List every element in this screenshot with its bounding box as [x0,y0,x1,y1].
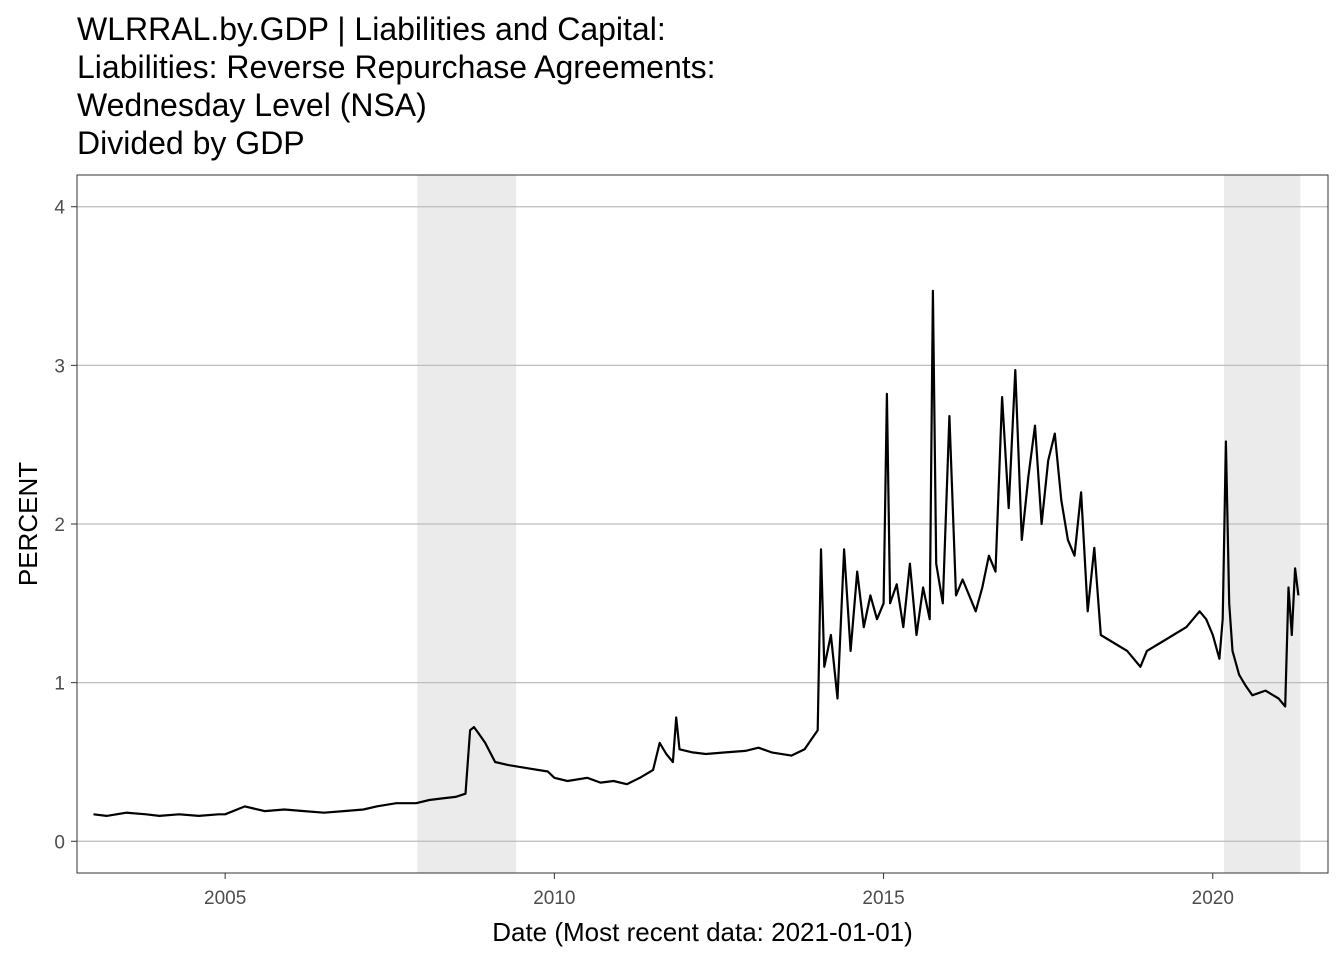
axes: 0 1 2 3 4 2005 2010 2015 2020 [54,198,1233,909]
chart-title-line-1: WLRRAL.by.GDP | Liabilities and Capital: [77,11,666,47]
x-tick-label-2020: 2020 [1192,888,1234,909]
chart-title-line-2: Liabilities: Reverse Repurchase Agreemen… [77,49,716,85]
y-axis-title: PERCENT [13,462,43,586]
series-line-1 [93,289,1300,817]
x-axis-title: Date (Most recent data: 2021-01-01) [492,917,913,947]
chart-title: WLRRAL.by.GDP | Liabilities and Capital:… [77,10,716,162]
gridlines [77,206,1328,842]
x-tick-label-2005: 2005 [204,888,246,909]
series-layer [93,289,1300,817]
y-tick-label-1: 1 [54,674,65,695]
y-tick-label-4: 4 [54,198,65,219]
chart-title-line-3: Wednesday Level (NSA) [77,87,427,123]
y-tick-label-2: 2 [54,515,65,536]
x-tick-label-2010: 2010 [533,888,575,909]
chart-title-line-4: Divided by GDP [77,125,305,161]
x-tick-label-2015: 2015 [862,888,904,909]
y-tick-label-0: 0 [54,832,65,853]
y-tick-label-3: 3 [54,356,65,377]
